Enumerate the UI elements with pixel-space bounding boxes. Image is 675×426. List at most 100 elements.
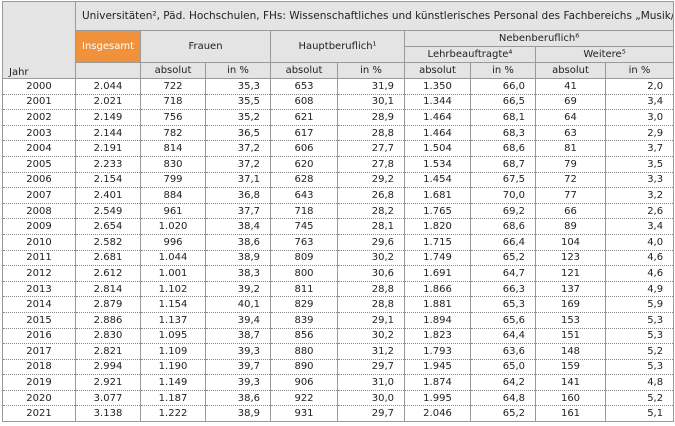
table-cell: 653	[270, 78, 338, 95]
table-cell: 66	[535, 203, 606, 220]
header-cell: absolut	[404, 62, 471, 79]
table-cell: 141	[535, 374, 606, 391]
table-cell: 65,3	[470, 296, 536, 313]
table-cell: 628	[270, 172, 338, 189]
header-cell: absolut	[270, 62, 338, 79]
table-cell: 2,9	[604, 125, 675, 142]
table-cell: 745	[270, 218, 338, 235]
header-cell: Weitere⁵	[534, 46, 675, 63]
table-cell: 121	[535, 265, 606, 282]
table-cell: 809	[270, 250, 338, 267]
table-cell: 36,5	[205, 125, 271, 142]
table-cell: 4,6	[604, 250, 675, 267]
table-cell: 30,0	[337, 390, 405, 407]
table-cell: 2009	[2, 218, 76, 235]
table-cell: 5,9	[604, 296, 675, 313]
table-cell: 1.866	[404, 281, 471, 298]
table-cell: 1.793	[404, 343, 471, 360]
table-cell: 29,7	[337, 405, 405, 423]
table-cell: 28,1	[337, 218, 405, 235]
table-cell: 2.401	[75, 187, 141, 204]
table-row: 2002 2.149 756 35,2 621 28,9 1.464 68,1 64 3,0	[2, 109, 675, 126]
table-cell: 1.154	[140, 296, 206, 313]
table-cell: 1.749	[404, 250, 471, 267]
table-cell: 69,2	[470, 203, 536, 220]
table-row: 2014 2.879 1.154 40,1 829 28,8 1.881 65,3 169 5,9	[2, 296, 675, 313]
table-cell: 29,7	[337, 359, 405, 376]
table-row: 2015 2.886 1.137 39,4 839 29,1 1.894 65,6 153 5,3	[2, 312, 675, 329]
table-cell: 782	[140, 125, 206, 142]
table-cell: 38,4	[205, 218, 271, 235]
table-cell: 3,4	[604, 218, 675, 235]
table-row: 2012 2.612 1.001 38,3 800 30,6 1.691 64,7 121 4,6	[2, 265, 675, 282]
table-cell: 1.350	[404, 78, 471, 95]
table-cell: 800	[270, 265, 338, 282]
table-cell: 66,0	[470, 78, 536, 95]
table-cell: 4,0	[604, 234, 675, 251]
table-cell: 28,8	[337, 125, 405, 142]
table-cell: 1.095	[140, 328, 206, 345]
table-cell: 2014	[2, 296, 76, 313]
table-cell: 5,1	[604, 405, 675, 423]
table-cell: 620	[270, 156, 338, 173]
table-cell: 922	[270, 390, 338, 407]
table-cell: 2012	[2, 265, 76, 282]
header-title: Universitäten², Päd. Hochschulen, FHs: W…	[74, 1, 675, 31]
table-cell: 63	[535, 125, 606, 142]
table-cell: 2,0	[604, 78, 675, 95]
table-cell: 2003	[2, 125, 76, 142]
table-cell: 2018	[2, 359, 76, 376]
table-cell: 2001	[2, 94, 76, 111]
table-cell: 28,2	[337, 203, 405, 220]
table-header: Jahr Universitäten², Päd. Hochschulen, F…	[2, 1, 675, 79]
header-cell: absolut	[535, 62, 606, 79]
table-cell: 617	[270, 125, 338, 142]
header-cell: Insgesamt	[75, 30, 141, 63]
table-cell: 2020	[2, 390, 76, 407]
table-cell: 66,4	[470, 234, 536, 251]
table-cell: 5,2	[604, 390, 675, 407]
table-cell: 621	[270, 109, 338, 126]
table-cell: 718	[140, 94, 206, 111]
header-cell: absolut	[140, 62, 206, 79]
header-cell: in %	[205, 62, 271, 79]
table-cell: 2010	[2, 234, 76, 251]
table-cell: 70,0	[470, 187, 536, 204]
table-cell: 3.138	[75, 405, 141, 423]
table-cell: 5,3	[604, 328, 675, 345]
table-cell: 2.549	[75, 203, 141, 220]
table-cell: 68,1	[470, 109, 536, 126]
table-cell: 27,8	[337, 156, 405, 173]
table-cell: 28,8	[337, 296, 405, 313]
table-cell: 68,6	[470, 140, 536, 157]
table-cell: 35,3	[205, 78, 271, 95]
table-cell: 2019	[2, 374, 76, 391]
table-cell: 1.881	[404, 296, 471, 313]
table-row: 2013 2.814 1.102 39,2 811 28,8 1.866 66,3 137 4,9	[2, 281, 675, 298]
table-row: 2019 2.921 1.149 39,3 906 31,0 1.874 64,2 141 4,8	[2, 374, 675, 391]
table-cell: 1.344	[404, 94, 471, 111]
table-cell: 2.921	[75, 374, 141, 391]
table-cell: 763	[270, 234, 338, 251]
table-cell: 1.454	[404, 172, 471, 189]
table-cell: 65,6	[470, 312, 536, 329]
table-cell: 77	[535, 187, 606, 204]
table-row: 2007 2.401 884 36,8 643 26,8 1.681 70,0 77 3,2	[2, 187, 675, 204]
table-cell: 2.886	[75, 312, 141, 329]
table-cell: 39,7	[205, 359, 271, 376]
table-cell: 3,0	[604, 109, 675, 126]
table-cell: 799	[140, 172, 206, 189]
table-row: 2016 2.830 1.095 38,7 856 30,2 1.823 64,4 151 5,3	[2, 328, 675, 345]
table-cell: 814	[140, 140, 206, 157]
table-cell: 64,2	[470, 374, 536, 391]
table-row: 2005 2.233 830 37,2 620 27,8 1.534 68,7 79 3,5	[2, 156, 675, 173]
table-cell: 148	[535, 343, 606, 360]
table-row: 2011 2.681 1.044 38,9 809 30,2 1.749 65,2 123 4,6	[2, 250, 675, 267]
table-cell: 1.001	[140, 265, 206, 282]
table-cell: 2.830	[75, 328, 141, 345]
table-row: 2018 2.994 1.190 39,7 890 29,7 1.945 65,0 159 5,3	[2, 359, 675, 376]
table-cell: 606	[270, 140, 338, 157]
table-cell: 64	[535, 109, 606, 126]
table-cell: 1.137	[140, 312, 206, 329]
